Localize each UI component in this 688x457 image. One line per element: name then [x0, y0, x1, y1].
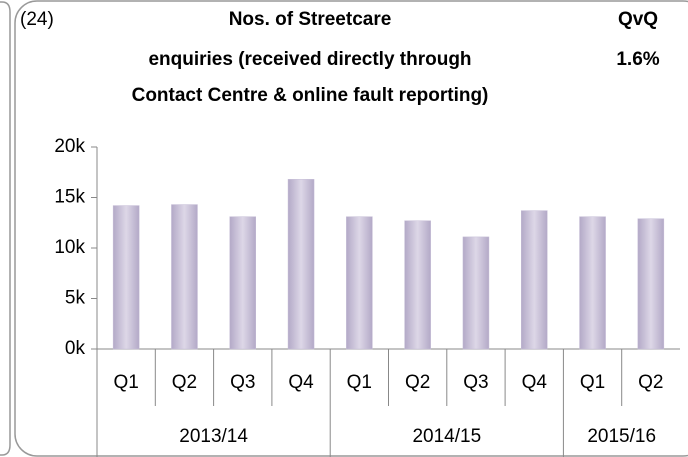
annotation: QvQ	[618, 9, 658, 30]
bar	[346, 216, 373, 350]
bar	[404, 220, 431, 350]
x-tick-label: Q2	[172, 372, 197, 393]
bar	[521, 210, 548, 350]
y-tick-label: 10k	[54, 237, 85, 258]
group-label: 2015/16	[587, 426, 656, 447]
bar	[579, 216, 606, 350]
x-tick-label: Q1	[580, 372, 605, 393]
bar	[462, 236, 490, 350]
x-tick-label: Q1	[113, 372, 138, 393]
x-tick-label: Q1	[347, 372, 372, 393]
y-tick-label: 15k	[54, 187, 85, 208]
bar	[171, 204, 198, 350]
chart-label: (24)	[20, 9, 54, 30]
group-label: 2014/15	[412, 426, 481, 447]
chart-title: enquiries (received directly through	[148, 49, 471, 70]
y-tick-label: 20k	[54, 136, 85, 157]
x-tick-label: Q4	[522, 372, 548, 393]
x-tick-label: Q2	[638, 372, 663, 393]
annotation: 1.6%	[616, 49, 659, 70]
x-tick-label: Q3	[463, 372, 488, 393]
x-tick-label: Q4	[288, 372, 314, 393]
bar	[112, 205, 140, 350]
chart-title: Nos. of Streetcare	[229, 9, 392, 30]
y-tick-label: 5k	[65, 288, 86, 309]
bar	[637, 218, 665, 350]
group-label: 2013/14	[179, 426, 248, 447]
bar	[287, 179, 315, 350]
chart-title: Contact Centre & online fault reporting)	[132, 85, 489, 106]
side-panel	[0, 1, 11, 456]
panel	[14, 0, 688, 457]
y-tick-label: 0k	[65, 338, 86, 359]
bar	[229, 216, 256, 350]
x-tick-label: Q3	[230, 372, 255, 393]
x-tick-label: Q2	[405, 372, 430, 393]
